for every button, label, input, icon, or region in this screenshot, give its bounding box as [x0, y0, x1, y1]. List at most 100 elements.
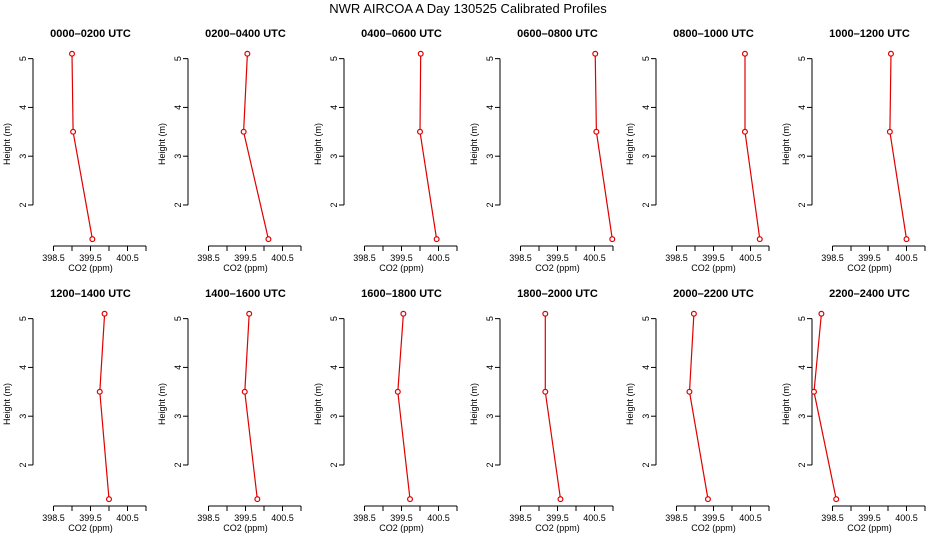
y-tick-label: 2 — [18, 202, 28, 207]
y-tick-label: 5 — [797, 316, 807, 321]
y-tick-label: 4 — [18, 105, 28, 110]
y-tick-label: 4 — [485, 365, 495, 370]
series-line — [594, 53, 613, 240]
y-tick-label: 2 — [641, 462, 651, 467]
y-tick-label: 3 — [173, 154, 183, 159]
panel-title: 2000–2200 UTC — [673, 288, 754, 300]
series-line — [544, 313, 562, 500]
y-tick-label: 3 — [18, 414, 28, 419]
x-axis-label: CO2 (ppm) — [691, 263, 736, 273]
data-point — [833, 496, 840, 503]
series-line — [419, 53, 438, 240]
x-tick-label: 400.5 — [116, 253, 139, 263]
y-tick-label: 2 — [329, 462, 339, 467]
series-line — [688, 313, 709, 500]
x-tick-label: 400.5 — [895, 513, 918, 523]
y-tick-label: 5 — [329, 56, 339, 61]
y-tick-label: 5 — [641, 56, 651, 61]
x-tick-label: 400.5 — [427, 253, 450, 263]
x-tick-label: 399.5 — [390, 253, 413, 263]
data-point — [557, 496, 564, 503]
y-axis-label: Height (m) — [781, 123, 791, 165]
data-point — [240, 128, 247, 135]
data-point — [542, 310, 549, 317]
y-tick-label: 4 — [641, 105, 651, 110]
x-tick-label: 398.5 — [665, 513, 688, 523]
y-tick-label: 5 — [329, 316, 339, 321]
x-tick-label: 399.5 — [390, 513, 413, 523]
y-tick-label: 4 — [485, 105, 495, 110]
y-tick-label: 5 — [173, 316, 183, 321]
x-tick-label: 399.5 — [858, 513, 881, 523]
y-tick-label: 2 — [329, 202, 339, 207]
y-tick-label: 4 — [797, 105, 807, 110]
y-tick-label: 3 — [641, 154, 651, 159]
y-axis-label: Height (m) — [313, 123, 323, 165]
panel-title: 2200–2400 UTC — [829, 288, 910, 300]
x-axis-label: CO2 (ppm) — [379, 263, 424, 273]
y-tick-label: 5 — [797, 56, 807, 61]
data-point — [246, 310, 253, 317]
series-line — [242, 53, 269, 240]
panel-title: 0600–0800 UTC — [517, 28, 598, 40]
y-tick-label: 4 — [329, 365, 339, 370]
data-point — [400, 310, 407, 317]
data-point — [394, 388, 401, 395]
x-tick-label: 400.5 — [739, 253, 762, 263]
x-tick-label: 399.5 — [234, 513, 257, 523]
data-point — [886, 128, 893, 135]
y-tick-label: 5 — [485, 316, 495, 321]
data-point — [417, 128, 424, 135]
panel-title: 0400–0600 UTC — [361, 28, 442, 40]
y-tick-label: 4 — [329, 105, 339, 110]
data-point — [70, 128, 77, 135]
panel-title: 0000–0200 UTC — [50, 28, 131, 40]
x-tick-label: 398.5 — [353, 253, 376, 263]
x-tick-label: 399.5 — [858, 253, 881, 263]
data-point — [254, 496, 261, 503]
data-point — [609, 236, 616, 243]
y-axis-label: Height (m) — [469, 123, 479, 165]
y-axis-label: Height (m) — [157, 383, 167, 425]
x-tick-label: 398.5 — [665, 253, 688, 263]
x-tick-label: 398.5 — [42, 513, 65, 523]
y-tick-label: 2 — [797, 202, 807, 207]
data-point — [417, 50, 424, 57]
data-point — [89, 236, 96, 243]
series-line — [99, 313, 110, 500]
x-tick-label: 398.5 — [509, 513, 532, 523]
x-tick-label: 398.5 — [197, 513, 220, 523]
y-axis-label: Height (m) — [2, 383, 12, 425]
x-tick-label: 399.5 — [546, 253, 569, 263]
y-axis-label: Height (m) — [2, 123, 12, 165]
y-tick-label: 3 — [18, 154, 28, 159]
data-point — [101, 310, 108, 317]
x-tick-label: 398.5 — [353, 513, 376, 523]
panel-title: 1400–1600 UTC — [205, 288, 286, 300]
x-tick-label: 399.5 — [546, 513, 569, 523]
y-tick-label: 3 — [485, 414, 495, 419]
y-tick-label: 2 — [485, 462, 495, 467]
panel-title: 1200–1400 UTC — [50, 288, 131, 300]
panel-title: 1800–2000 UTC — [517, 288, 598, 300]
y-axis-label: Height (m) — [157, 123, 167, 165]
x-tick-label: 400.5 — [583, 513, 606, 523]
x-tick-label: 399.5 — [79, 513, 102, 523]
y-tick-label: 3 — [329, 414, 339, 419]
y-tick-label: 3 — [797, 154, 807, 159]
data-point — [810, 388, 817, 395]
x-axis-label: CO2 (ppm) — [535, 263, 580, 273]
x-tick-label: 398.5 — [821, 513, 844, 523]
y-tick-label: 3 — [329, 154, 339, 159]
y-tick-label: 2 — [18, 462, 28, 467]
data-point — [741, 50, 748, 57]
x-tick-label: 400.5 — [116, 513, 139, 523]
